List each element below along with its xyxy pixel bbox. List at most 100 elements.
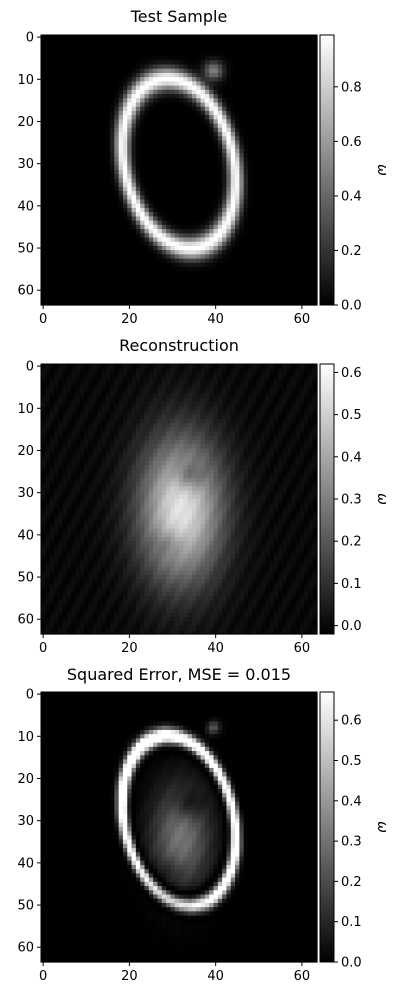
- heatmap-cell: [222, 397, 228, 403]
- heatmap-cell: [118, 56, 124, 61]
- heatmap-cell: [105, 81, 111, 87]
- heatmap-cell: [41, 72, 46, 78]
- heatmap-cell: [217, 271, 223, 277]
- heatmap-cell: [174, 174, 180, 180]
- heatmap-cell: [174, 385, 180, 390]
- heatmap-cell: [243, 267, 249, 272]
- heatmap-cell: [166, 207, 171, 213]
- heatmap-cell: [200, 393, 206, 399]
- heatmap-cell: [209, 279, 215, 285]
- heatmap-cell: [140, 60, 146, 66]
- heatmap-cell: [183, 85, 189, 91]
- heatmap-cell: [131, 98, 137, 104]
- heatmap-cell: [97, 241, 102, 247]
- heatmap-cell: [166, 380, 171, 386]
- heatmap-cell: [187, 275, 193, 281]
- heatmap-cell: [79, 233, 85, 239]
- heatmap-cell: [196, 68, 202, 74]
- heatmap-cell: [101, 98, 107, 104]
- heatmap-cell: [265, 199, 271, 205]
- heatmap-cell: [140, 98, 146, 104]
- heatmap-cell: [148, 368, 154, 374]
- heatmap-cell: [265, 72, 271, 78]
- heatmap-cell: [161, 186, 167, 192]
- heatmap-cell: [148, 364, 154, 369]
- heatmap-cell: [256, 47, 262, 53]
- heatmap-cell: [217, 140, 223, 146]
- heatmap-cell: [200, 237, 206, 243]
- heatmap-cell: [157, 153, 163, 158]
- heatmap-cell: [278, 254, 284, 260]
- heatmap-cell: [260, 283, 266, 289]
- heatmap-cell: [66, 262, 72, 268]
- heatmap-cell: [183, 376, 189, 382]
- heatmap-cell: [131, 35, 137, 40]
- heatmap-cell: [260, 115, 266, 120]
- heatmap-cell: [75, 102, 81, 108]
- heatmap-cell: [92, 245, 98, 251]
- heatmap-cell: [144, 275, 150, 281]
- heatmap-cell: [110, 271, 115, 277]
- heatmap-cell: [226, 51, 232, 57]
- heatmap-cell: [174, 267, 180, 272]
- heatmap-cell: [299, 380, 305, 386]
- heatmap-cell: [110, 157, 115, 163]
- heatmap-cell: [256, 43, 262, 49]
- heatmap-cell: [243, 140, 249, 146]
- heatmap-cell: [286, 39, 292, 45]
- heatmap-cell: [105, 241, 111, 247]
- heatmap-cell: [191, 368, 197, 374]
- heatmap-cell: [304, 191, 309, 196]
- heatmap-cell: [252, 170, 258, 175]
- heatmap-cell: [92, 372, 98, 378]
- heatmap-cell: [114, 292, 120, 298]
- heatmap-cell: [312, 89, 318, 95]
- heatmap-cell: [161, 144, 167, 150]
- heatmap-cell: [200, 148, 206, 154]
- heatmap-cell: [200, 39, 206, 45]
- heatmap-cell: [101, 207, 107, 213]
- heatmap-cell: [92, 115, 98, 120]
- heatmap-cell: [239, 224, 245, 230]
- heatmap-cell: [204, 89, 210, 95]
- heatmap-cell: [213, 68, 219, 74]
- heatmap-cell: [260, 207, 266, 213]
- heatmap-cell: [179, 275, 184, 281]
- heatmap-cell: [286, 292, 292, 298]
- heatmap-cell: [222, 191, 228, 196]
- heatmap-cell: [200, 165, 206, 171]
- heatmap-cell: [278, 119, 284, 125]
- heatmap-cell: [75, 94, 81, 99]
- heatmap-cell: [308, 262, 314, 268]
- heatmap-cell: [122, 127, 128, 133]
- heatmap-cell: [196, 153, 202, 158]
- heatmap-cell: [260, 106, 266, 112]
- heatmap-cell: [230, 136, 236, 142]
- heatmap-cell: [308, 389, 314, 395]
- heatmap-cell: [71, 115, 77, 120]
- heatmap-cell: [88, 186, 94, 192]
- heatmap-cell: [79, 418, 85, 424]
- heatmap-cell: [252, 233, 258, 239]
- heatmap-cell: [226, 64, 232, 70]
- heatmap-cell: [170, 102, 176, 108]
- heatmap-cell: [299, 47, 305, 53]
- heatmap-cell: [110, 199, 115, 205]
- heatmap-cell: [265, 271, 271, 277]
- heatmap-cell: [153, 51, 159, 57]
- heatmap-cell: [144, 148, 150, 154]
- heatmap-cell: [243, 275, 249, 281]
- heatmap-cell: [196, 364, 202, 369]
- heatmap-cell: [88, 229, 94, 234]
- heatmap-cell: [269, 94, 275, 99]
- heatmap-cell: [127, 39, 133, 45]
- heatmap-cell: [71, 119, 77, 125]
- heatmap-cell: [161, 262, 167, 268]
- heatmap-cell: [157, 186, 163, 192]
- heatmap-cell: [230, 94, 236, 99]
- heatmap-cell: [105, 110, 111, 116]
- heatmap-cell: [114, 393, 120, 399]
- heatmap-cell: [260, 165, 266, 171]
- heatmap-cell: [101, 279, 107, 285]
- heatmap-cell: [196, 64, 202, 70]
